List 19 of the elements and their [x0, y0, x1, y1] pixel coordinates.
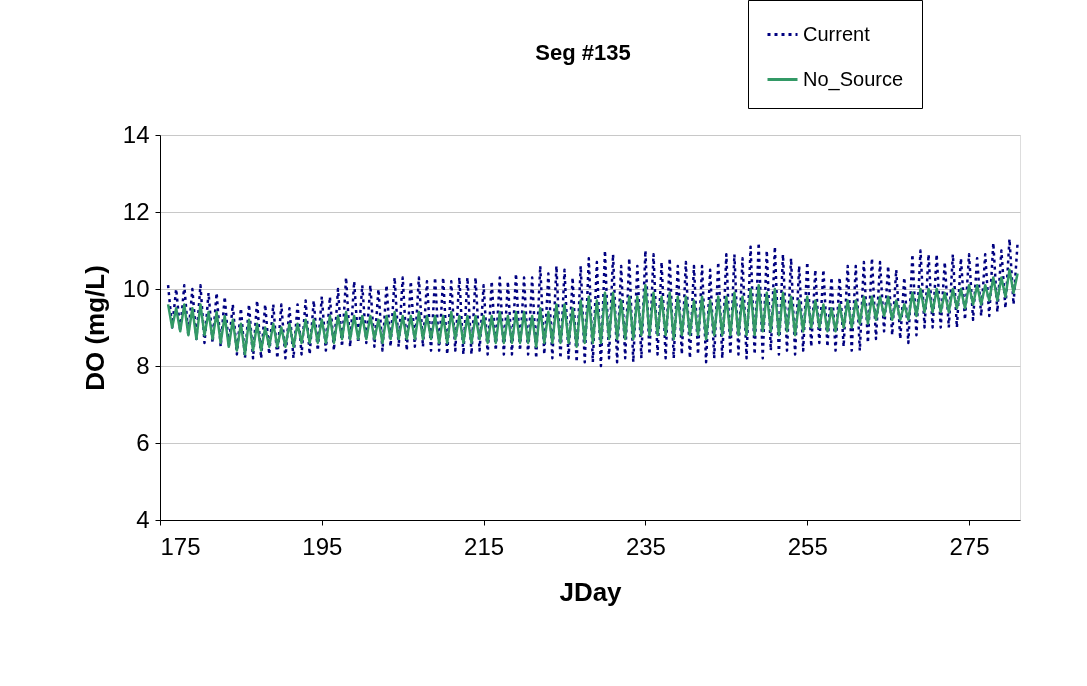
- y-tick-label: 12: [122, 197, 150, 225]
- x-axis-title: JDay: [559, 576, 623, 607]
- y-tick-label: 14: [122, 120, 150, 148]
- y-tick-label: 4: [136, 505, 150, 533]
- line-series: [166, 237, 1019, 368]
- y-axis-title: DO (mg/L): [79, 265, 110, 391]
- x-tick-label: 275: [949, 532, 990, 560]
- y-tick-label: 8: [136, 351, 150, 379]
- chart-title: Seg #135: [535, 40, 631, 65]
- y-tick-label: 10: [122, 274, 150, 302]
- legend-label: No_Source: [803, 67, 904, 91]
- x-tick-label: 195: [302, 532, 343, 560]
- x-tick-label: 215: [464, 532, 505, 560]
- y-tick-label: 6: [136, 428, 150, 456]
- line-series: [166, 268, 1019, 356]
- x-tick-label: 175: [160, 532, 201, 560]
- legend-label: Current: [803, 22, 871, 45]
- x-tick-label: 235: [625, 532, 666, 560]
- x-tick-label: 255: [787, 532, 828, 560]
